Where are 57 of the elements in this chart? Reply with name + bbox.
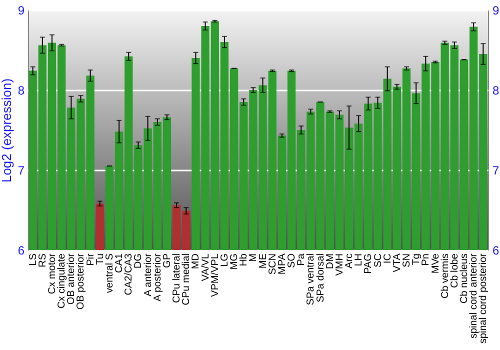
x-tick-label: SPa dorsal — [315, 254, 326, 302]
x-tick-label: OB anterior — [66, 252, 78, 305]
x-tick-label: Cx motor — [47, 252, 58, 294]
x-tick-label: DM — [324, 254, 336, 270]
x-tick-label: CA2/CA3 — [124, 253, 135, 296]
x-tick-label: ME — [258, 253, 269, 268]
x-tick-label: LH — [354, 254, 365, 266]
x-tick-label: RS — [37, 253, 48, 268]
y2-tick-label: 9 — [492, 4, 500, 18]
x-tick-label: OB posterior — [76, 252, 87, 310]
y2-tick-label: 7 — [492, 164, 500, 178]
x-tick-label: spinal cord posterior — [478, 252, 490, 344]
x-tick-label: Cx cingulate — [56, 253, 68, 309]
x-tick-label: CPu medial — [181, 254, 192, 306]
x-tick-label: Tg — [411, 254, 422, 266]
x-tick-label: Pa — [296, 253, 308, 266]
x-tick-label: Cb lobe — [449, 253, 460, 288]
x-tick-label: SCN — [267, 254, 278, 275]
x-tick-label: spinal cord anterior — [468, 252, 480, 339]
x-tick-label: MPA — [276, 253, 288, 274]
x-tick-label: Pn — [420, 254, 432, 266]
x-tick-label: Hb — [238, 253, 250, 266]
y2-tick-label: 8 — [492, 84, 500, 98]
y2-tick-label: 6 — [492, 244, 500, 258]
x-tick-label: Pir — [85, 252, 96, 266]
x-tick-label: Arc — [344, 254, 356, 268]
x-tick-label: Tu — [94, 254, 106, 265]
x-tick-label: VTA — [392, 253, 403, 272]
x-tick-label: SN — [402, 254, 413, 268]
x-tick-label: IC — [382, 254, 394, 264]
x-tick-label: Cb vermis — [440, 254, 451, 299]
x-tick-label: GP — [162, 253, 173, 268]
y-axis-title: Log2 (expression) — [0, 78, 14, 183]
x-tick-label: VA/VL — [200, 253, 212, 282]
x-tick-label: A anterior — [142, 252, 154, 296]
x-tick-label: PAG — [363, 253, 374, 274]
y-tick-label: 9 — [18, 4, 25, 18]
x-tick-label: MD — [190, 254, 202, 270]
x-tick-label: VPM/VPL — [210, 253, 221, 297]
y-tick-label: 6 — [18, 244, 25, 258]
x-tick-label: SO — [286, 253, 298, 268]
x-tick-label: M — [248, 254, 260, 262]
x-tick-label: Cb nucleus — [459, 254, 470, 304]
x-tick-label: VMH — [334, 254, 346, 276]
x-tick-label: SPa ventral — [306, 254, 317, 306]
x-tick-label: CPu lateral — [172, 254, 183, 303]
x-tick-label: MG — [229, 253, 240, 270]
x-tick-label: LG — [219, 253, 230, 267]
y-tick-label: 8 — [18, 84, 25, 98]
x-tick-label: LS — [28, 253, 39, 266]
x-tick-label: DG — [133, 253, 144, 268]
x-tick-label: ventral S — [104, 253, 116, 293]
x-tick-label: SC — [372, 254, 384, 268]
y-tick-label: 7 — [18, 164, 25, 178]
x-tick-label: MVe — [430, 253, 442, 274]
x-tick-label: CA1 — [114, 253, 126, 273]
x-tick-label: A posterior — [152, 252, 164, 302]
